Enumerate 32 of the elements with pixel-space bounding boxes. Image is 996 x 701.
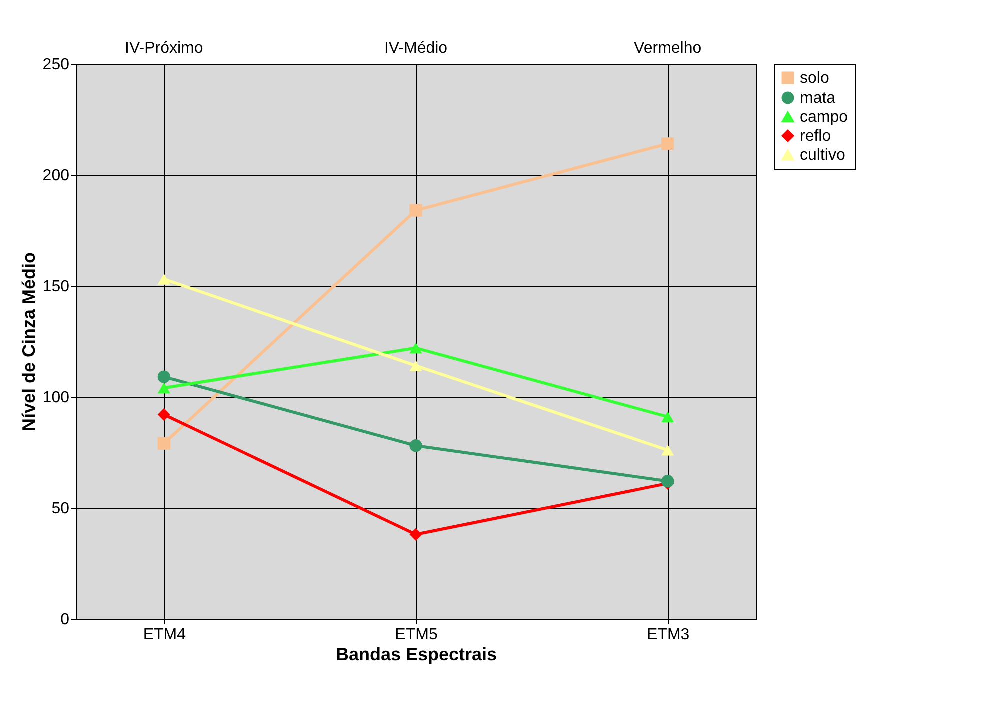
point <box>410 360 422 372</box>
point <box>158 382 170 394</box>
legend-label: mata <box>800 90 836 107</box>
point <box>410 440 422 452</box>
y-axis-title: Nível de Cinza Médio <box>18 252 39 432</box>
point <box>158 437 170 450</box>
point <box>662 138 674 150</box>
x-tick-label: ETM5 <box>395 626 438 644</box>
point <box>662 444 674 456</box>
x-axis-title: Bandas Espectrais <box>336 644 498 664</box>
legend-label: campo <box>800 109 848 126</box>
y-tick-label: 200 <box>42 168 70 184</box>
point <box>410 342 422 354</box>
y-tick-label: 250 <box>42 56 70 74</box>
point <box>410 528 422 541</box>
legend-label: cultivo <box>800 147 846 164</box>
point <box>410 204 422 217</box>
point <box>158 274 170 285</box>
y-tick-label: 100 <box>42 390 70 406</box>
y-tick-label: 150 <box>42 278 70 296</box>
text: IV-Médio <box>384 40 448 57</box>
legend-label: solo <box>800 70 830 87</box>
y-tick-label: 50 <box>52 500 70 518</box>
y-tick-label: 0 <box>60 612 70 628</box>
point <box>662 412 674 422</box>
text: Vermelho <box>634 40 702 57</box>
point <box>158 370 170 384</box>
point <box>158 408 170 422</box>
x-tick-label: ETM3 <box>647 626 690 644</box>
text: IV-Próximo <box>125 40 204 57</box>
legend-label: reflo <box>800 128 832 145</box>
x-tick-label: ETM4 <box>143 626 186 644</box>
